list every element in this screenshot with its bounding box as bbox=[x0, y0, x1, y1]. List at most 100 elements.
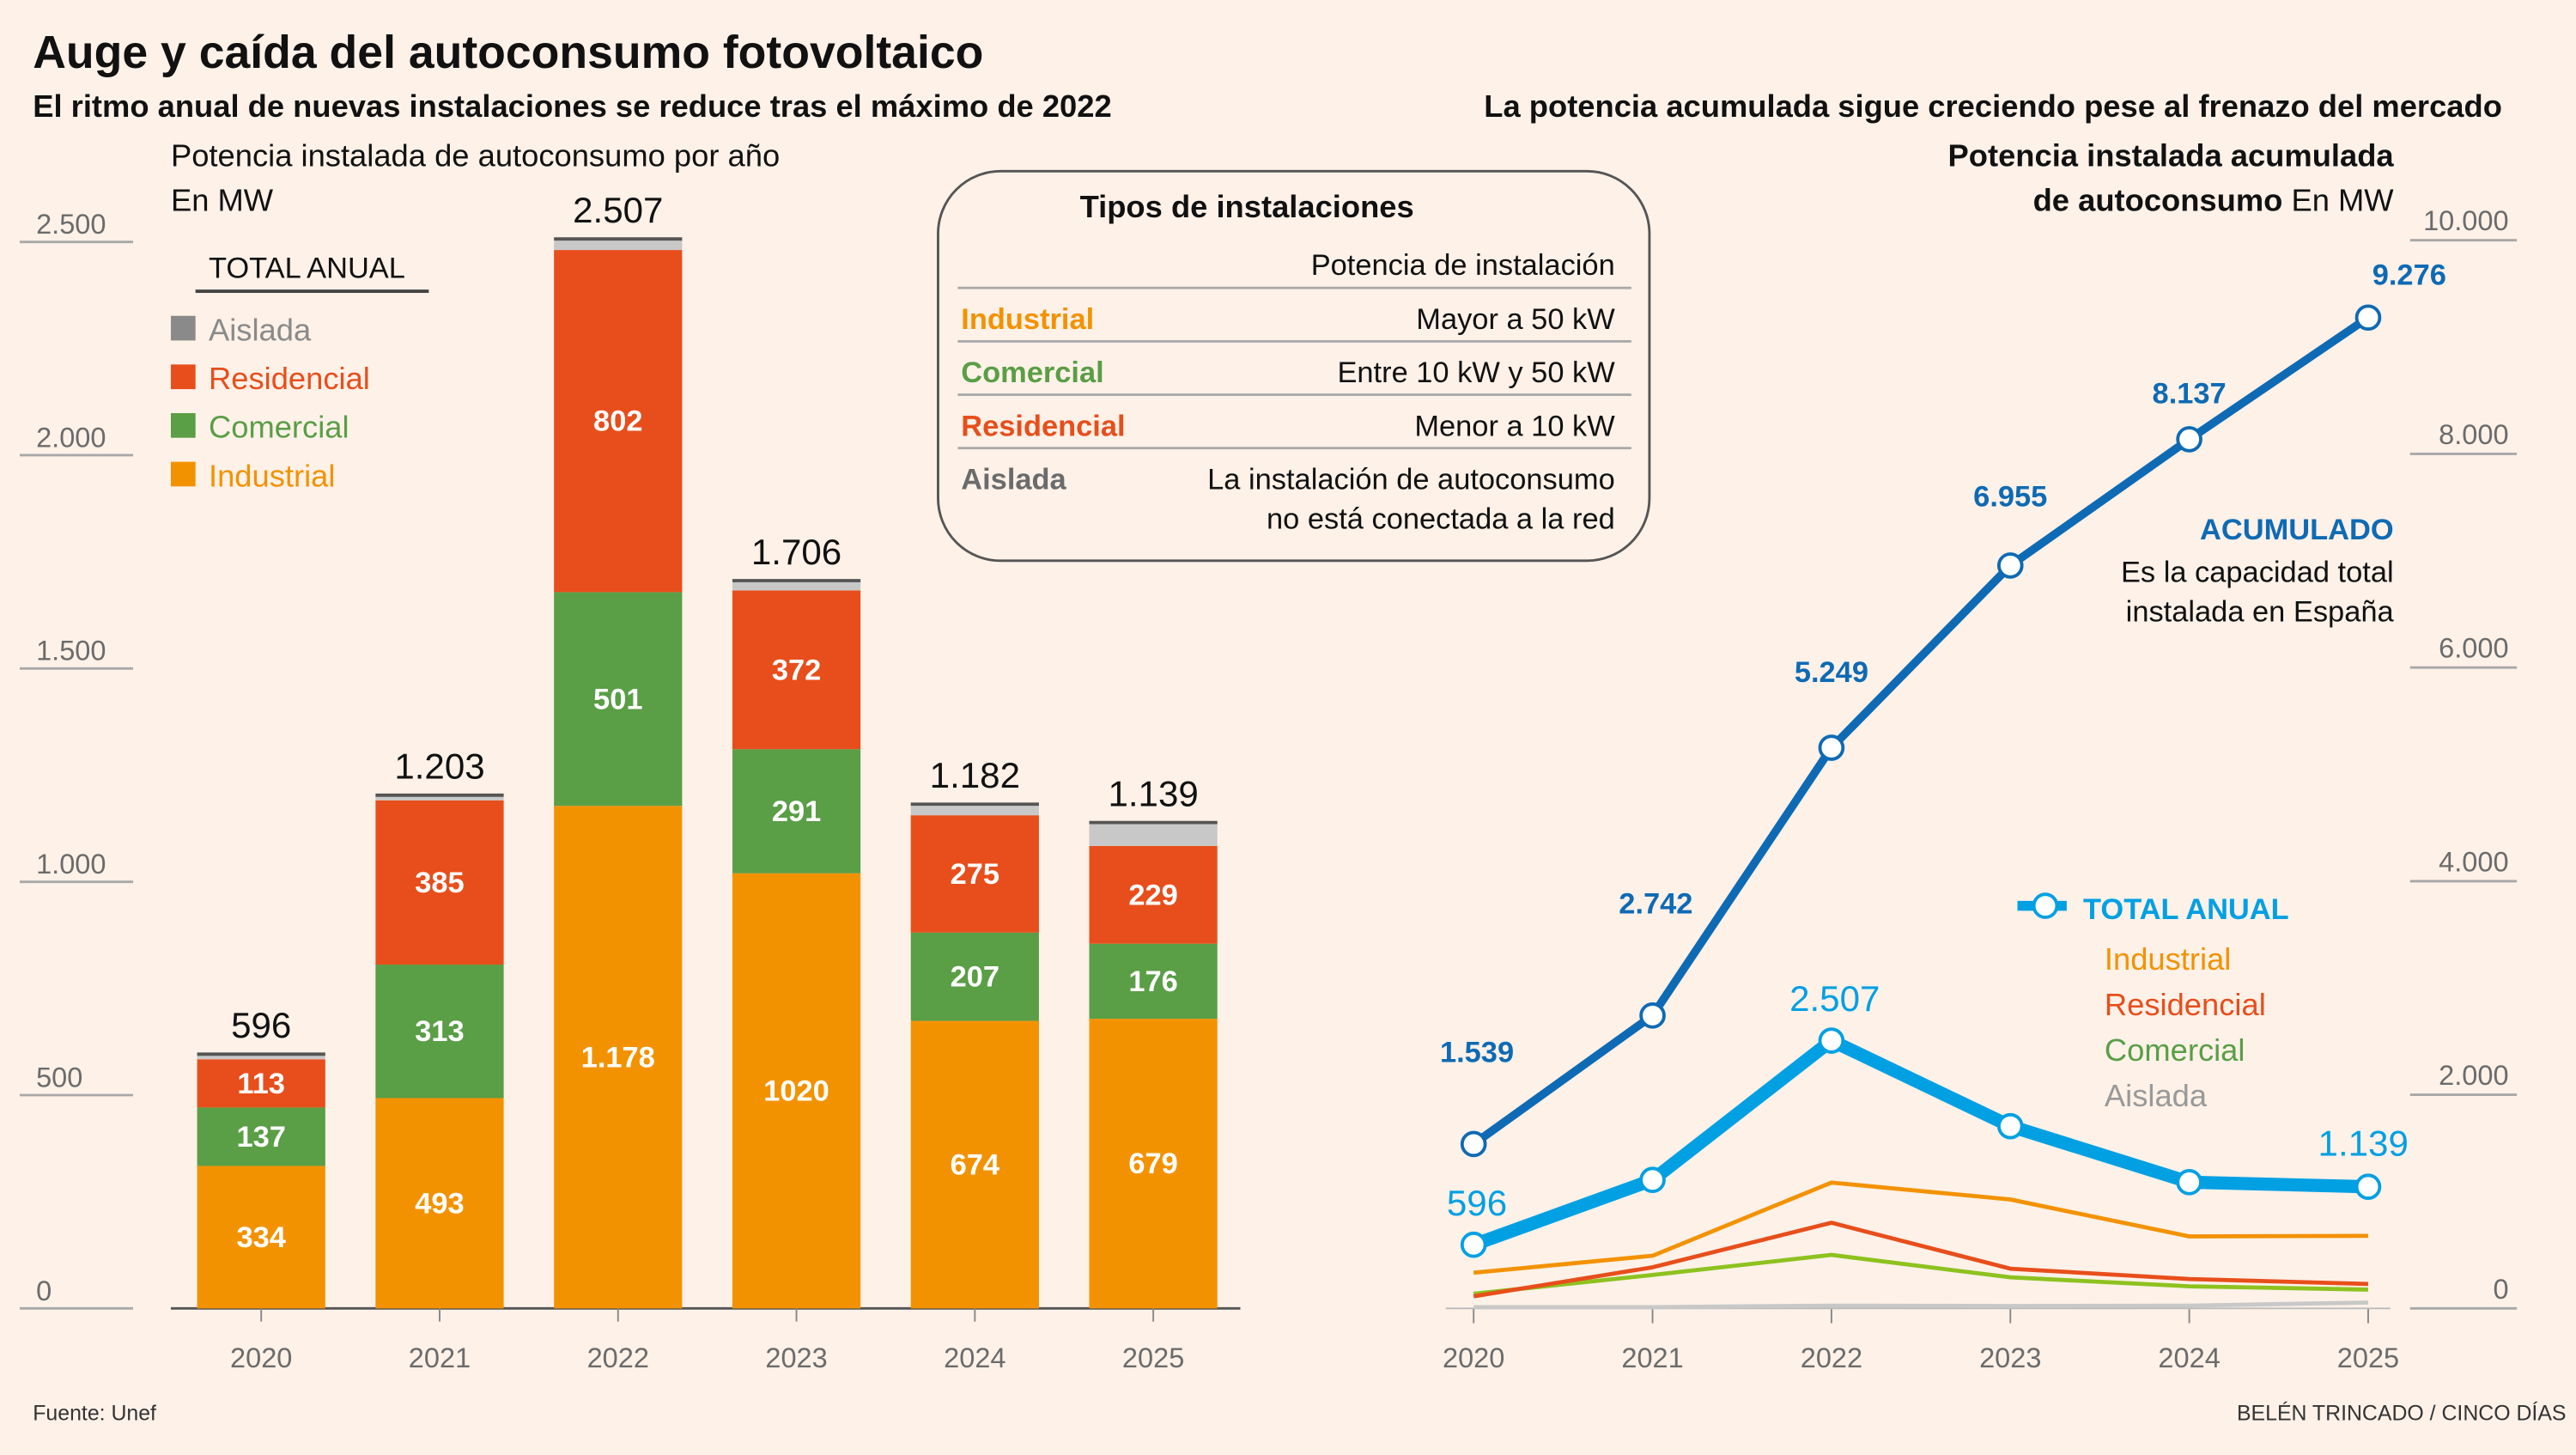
point-acumulado bbox=[2354, 304, 2382, 332]
info-row-type: Aislada bbox=[961, 464, 1066, 496]
info-row-desc: Entre 10 kW y 50 kW bbox=[1337, 356, 1615, 389]
legend-title: TOTAL ANUAL bbox=[209, 253, 405, 285]
bar-label: 334 bbox=[236, 1221, 285, 1254]
x-tick-label: 2020 bbox=[230, 1342, 292, 1373]
acumulado-label: 6.955 bbox=[1973, 481, 2047, 514]
acumulado-label: 1.539 bbox=[1440, 1036, 1514, 1068]
bar-industrial-2024 bbox=[910, 1020, 1039, 1309]
acumulado-label: 9.276 bbox=[2372, 259, 2446, 291]
info-row-type: Comercial bbox=[961, 356, 1103, 389]
info-row-desc: La instalación de autoconsumo bbox=[1207, 464, 1615, 496]
bar-label: 291 bbox=[772, 795, 821, 828]
right-subtitle: La potencia acumulada sigue creciendo pe… bbox=[1484, 88, 2502, 124]
y-tick-label: 1.000 bbox=[36, 849, 106, 880]
bar-label: 385 bbox=[415, 867, 464, 899]
point-total-anual bbox=[1639, 1166, 1666, 1194]
bar-label: 679 bbox=[1128, 1148, 1177, 1180]
info-box-border bbox=[937, 169, 1651, 563]
line-chart-title-bold: de autoconsumo bbox=[2033, 182, 2283, 217]
y-tick-label: 8.000 bbox=[2439, 419, 2508, 450]
bar-label: 207 bbox=[951, 961, 999, 994]
line-residencial bbox=[1473, 1221, 2369, 1299]
line-industrial bbox=[1473, 1180, 2368, 1275]
point-total-anual bbox=[1460, 1231, 1487, 1258]
bar-label: 176 bbox=[1128, 965, 1177, 998]
x-tick-label: 2021 bbox=[1621, 1342, 1683, 1373]
y-tick-label: 500 bbox=[36, 1062, 82, 1093]
legend-swatch-comercial bbox=[170, 412, 196, 438]
line-chart-title-2: de autoconsumo En MW bbox=[2033, 182, 2395, 217]
bar-aislada-2022 bbox=[554, 239, 683, 251]
bar-chart-title: Potencia instalada de autoconsumo por añ… bbox=[171, 138, 780, 174]
line-aislada bbox=[1473, 1300, 2369, 1310]
line-comercial bbox=[1473, 1252, 2369, 1296]
acumulado-label: 8.137 bbox=[2153, 377, 2227, 410]
acumulado-label: 5.249 bbox=[1795, 656, 1868, 689]
bar-label: 137 bbox=[236, 1121, 285, 1154]
x-tick-label: 2024 bbox=[944, 1342, 1005, 1373]
bar-residencial-2024 bbox=[910, 815, 1039, 933]
x-tick-label: 2021 bbox=[409, 1342, 471, 1373]
legend-total-anual-marker bbox=[2032, 892, 2059, 919]
main-title: Auge y caída del autoconsumo fotovoltaic… bbox=[33, 27, 983, 78]
bar-industrial-2020 bbox=[197, 1166, 325, 1309]
bar-industrial-2025 bbox=[1089, 1019, 1218, 1309]
bar-label: 501 bbox=[593, 683, 642, 715]
total-anual-label: 1.139 bbox=[2318, 1123, 2409, 1163]
x-tick-label: 2025 bbox=[1122, 1342, 1184, 1373]
info-box-title: Tipos de instalaciones bbox=[1080, 189, 1414, 224]
point-acumulado bbox=[2176, 426, 2202, 453]
bar-comercial-2020 bbox=[197, 1107, 325, 1166]
bar-residencial-2025 bbox=[1089, 845, 1218, 944]
bar-aislada-2023 bbox=[732, 580, 861, 591]
legend-label-aislada: Aislada bbox=[2105, 1078, 2208, 1113]
bar-aislada-2021 bbox=[375, 794, 504, 801]
bar-label: 674 bbox=[951, 1148, 999, 1181]
bar-total-label: 1.203 bbox=[394, 746, 484, 787]
total-anual-label: 596 bbox=[1447, 1183, 1507, 1223]
bar-label: 275 bbox=[951, 858, 999, 891]
annotation-line1: Es la capacidad total bbox=[2121, 557, 2394, 589]
legend-label-comercial: Comercial bbox=[209, 410, 349, 445]
point-total-anual bbox=[2176, 1169, 2202, 1196]
bar-industrial-2023 bbox=[732, 873, 861, 1309]
x-tick-label: 2023 bbox=[1979, 1342, 2041, 1373]
y-tick-label: 10.000 bbox=[2423, 205, 2508, 236]
acumulado-label: 2.742 bbox=[1619, 888, 1692, 921]
x-tick-label: 2020 bbox=[1443, 1342, 1504, 1373]
line-chart: 0 2.000 4.000 6.000 8.000 10.000 2020 2021 2022 2… bbox=[1440, 205, 2518, 1373]
y-tick-label: 0 bbox=[2493, 1274, 2508, 1305]
bar-total-label: 2.507 bbox=[573, 190, 663, 230]
bar-comercial-2021 bbox=[375, 965, 504, 1099]
left-subtitle: El ritmo anual de nuevas instalaciones s… bbox=[33, 88, 1111, 124]
x-tick-label: 2025 bbox=[2337, 1342, 2399, 1373]
bar-label: 493 bbox=[415, 1187, 464, 1220]
source: Fuente: Unef bbox=[33, 1401, 156, 1425]
bar-comercial-2023 bbox=[732, 749, 861, 874]
x-tick-label: 2024 bbox=[2158, 1342, 2220, 1373]
info-box-header: Potencia de instalación bbox=[1311, 249, 1615, 282]
point-total-anual bbox=[2354, 1173, 2382, 1200]
info-row-desc-2: no está conectada a la red bbox=[1267, 502, 1615, 535]
bar-total-label: 1.706 bbox=[751, 532, 841, 572]
info-row-type: Residencial bbox=[961, 410, 1125, 442]
point-acumulado bbox=[1460, 1130, 1487, 1158]
legend-swatch-aislada bbox=[170, 315, 196, 341]
legend-label-aislada: Aislada bbox=[209, 312, 312, 347]
bar-label: 1020 bbox=[763, 1075, 829, 1108]
legend-label-residencial: Residencial bbox=[2105, 987, 2266, 1022]
legend-label-total-anual: TOTAL ANUAL bbox=[2083, 893, 2289, 926]
y-tick-label: 2.000 bbox=[36, 422, 106, 453]
y-tick-label: 2.000 bbox=[2439, 1060, 2508, 1091]
point-acumulado bbox=[1996, 552, 2024, 579]
y-tick-label: 0 bbox=[36, 1275, 52, 1306]
line-acumulado bbox=[1471, 314, 2371, 1148]
bar-label: 113 bbox=[237, 1068, 285, 1100]
point-acumulado bbox=[1818, 734, 1845, 761]
y-tick-label: 6.000 bbox=[2439, 633, 2508, 664]
bar-total-label: 596 bbox=[231, 1005, 291, 1045]
line-chart-title: Potencia instalada acumulada bbox=[1948, 138, 2395, 174]
bar-comercial-2022 bbox=[554, 592, 683, 807]
x-tick-label: 2022 bbox=[587, 1342, 649, 1373]
